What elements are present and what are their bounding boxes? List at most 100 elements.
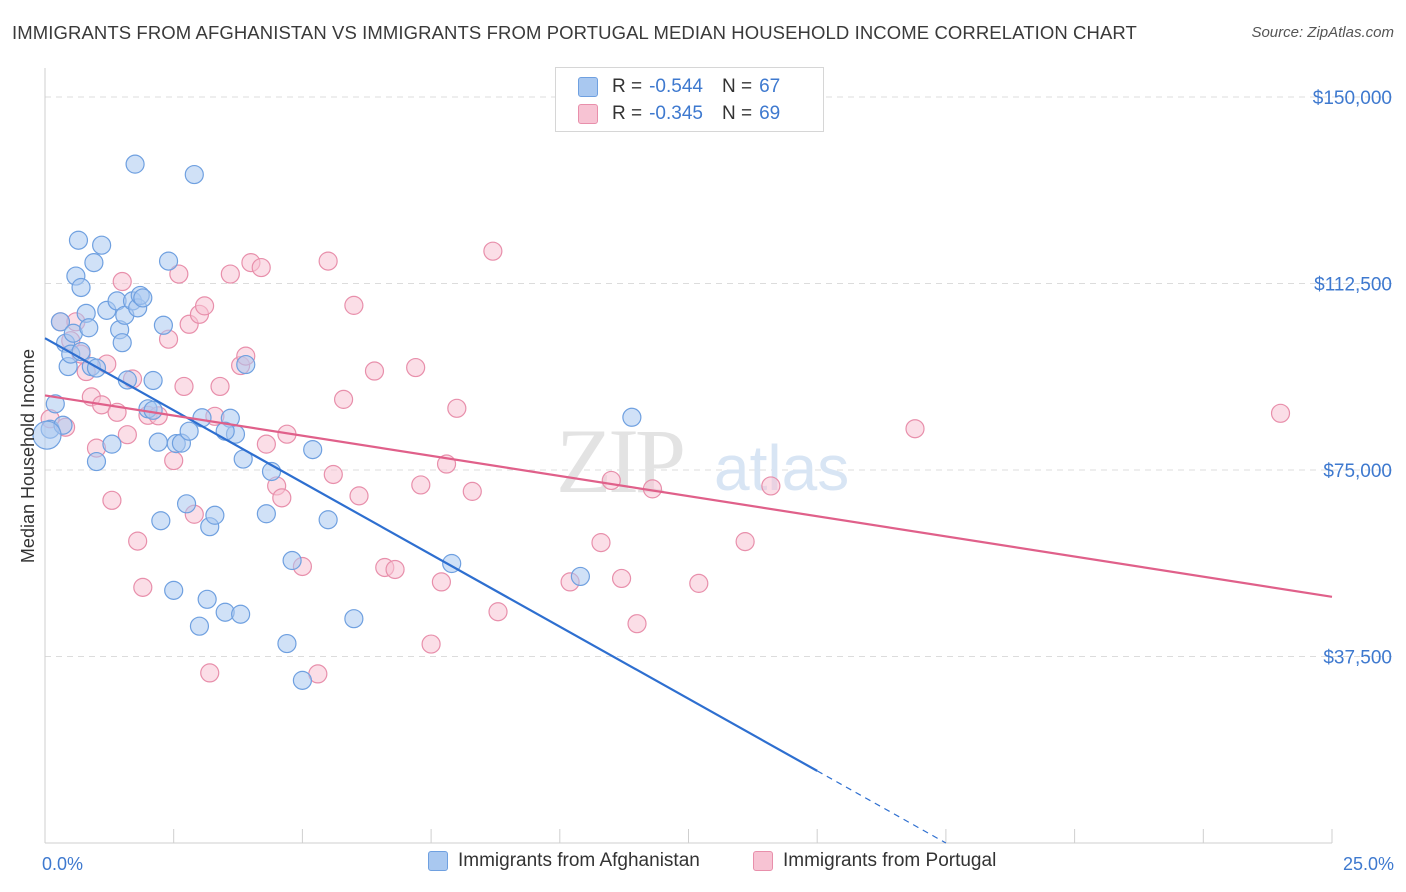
data-point-portugal <box>905 419 925 439</box>
data-point-afghanistan <box>192 408 212 428</box>
data-point-portugal <box>133 577 153 597</box>
data-point-portugal <box>488 602 508 622</box>
trend-line-portugal <box>44 394 1333 598</box>
data-point-afghanistan <box>176 494 197 514</box>
legend-r-value: -0.345 <box>649 103 703 124</box>
data-point-portugal <box>483 241 503 261</box>
axes <box>44 68 1333 844</box>
data-point-portugal <box>169 264 189 284</box>
data-point-afghanistan <box>236 354 256 375</box>
source-credit: Source: ZipAtlas.com <box>1251 24 1394 41</box>
legend-r-label: R = <box>612 103 643 124</box>
data-point-portugal <box>364 361 385 381</box>
tick-labels: $37,500 $75,000 $112,500 $150,000 0.0% 25.0% <box>42 88 1394 874</box>
legend-swatch-portugal <box>578 104 598 124</box>
data-point-afghanistan <box>282 550 302 571</box>
data-point-portugal <box>200 663 220 683</box>
data-point-portugal <box>421 634 441 654</box>
data-point-portugal <box>333 389 354 409</box>
data-point-afghanistan <box>143 370 163 391</box>
data-point-afghanistan <box>189 616 210 636</box>
legend-n-label: N = <box>721 103 753 124</box>
data-point-portugal <box>251 257 271 278</box>
data-point-afghanistan <box>102 434 122 454</box>
data-point-portugal <box>462 481 482 501</box>
data-point-afghanistan <box>205 505 225 525</box>
data-point-portugal <box>591 533 611 553</box>
legend-r-value: -0.544 <box>649 76 703 97</box>
data-point-portugal <box>349 486 369 506</box>
series-legend: Immigrants from Afghanistan Immigrants f… <box>0 850 1406 880</box>
y-axis-label: Median Household Income <box>18 349 38 563</box>
data-point-afghanistan <box>231 604 251 624</box>
data-point-afghanistan <box>133 288 153 308</box>
data-point-afghanistan <box>32 420 62 450</box>
data-point-portugal <box>406 357 426 378</box>
x-tick-label-max: 25.0% <box>1343 854 1394 874</box>
data-point-afghanistan <box>158 251 179 271</box>
data-point-portugal <box>1270 403 1291 423</box>
data-point-portugal <box>761 476 781 496</box>
data-point-portugal <box>272 488 292 508</box>
series-afghanistan-points <box>32 154 642 690</box>
legend-item-afghanistan[interactable]: Immigrants from Afghanistan <box>428 850 700 872</box>
legend-label-afghanistan: Immigrants from Afghanistan <box>458 850 700 871</box>
data-point-afghanistan <box>45 394 65 414</box>
watermark: ZIP atlas <box>556 410 849 512</box>
x-tick-label-min: 0.0% <box>42 854 83 874</box>
data-point-portugal <box>447 398 467 418</box>
y-tick-label: $37,500 <box>1323 648 1392 669</box>
data-point-afghanistan <box>71 277 91 298</box>
legend-r-label: R = <box>612 76 643 97</box>
watermark-zip: ZIP <box>556 410 683 512</box>
data-point-afghanistan <box>344 609 364 629</box>
legend-swatch-portugal <box>753 851 773 871</box>
legend-swatch-afghanistan <box>578 77 598 97</box>
data-point-afghanistan <box>86 451 107 472</box>
trend-line-afghanistan <box>44 337 818 772</box>
data-point-portugal <box>411 475 431 495</box>
y-tick-label: $75,000 <box>1323 461 1392 482</box>
y-tick-label: $112,500 <box>1314 275 1392 296</box>
data-point-afghanistan <box>151 511 171 531</box>
data-point-afghanistan <box>318 510 338 530</box>
data-point-afghanistan <box>179 421 199 441</box>
data-point-portugal <box>102 490 122 510</box>
chart-title: IMMIGRANTS FROM AFGHANISTAN VS IMMIGRANT… <box>12 22 1137 43</box>
grid-lines <box>45 96 1392 657</box>
data-point-afghanistan <box>256 504 276 524</box>
data-point-portugal <box>117 425 137 445</box>
legend-n-value: 69 <box>759 103 781 124</box>
data-point-afghanistan <box>112 333 132 353</box>
trend-line-afghanistan-extension <box>816 770 947 844</box>
y-tick-label: $150,000 <box>1313 88 1392 109</box>
data-point-afghanistan <box>79 318 99 338</box>
data-point-afghanistan <box>570 566 590 587</box>
data-point-afghanistan <box>164 580 184 600</box>
data-point-afghanistan <box>292 670 312 690</box>
data-point-portugal <box>318 251 338 271</box>
data-point-portugal <box>128 531 148 551</box>
data-point-portugal <box>735 532 755 552</box>
legend-item-portugal[interactable]: Immigrants from Portugal <box>753 850 996 872</box>
data-point-afghanistan <box>92 235 112 255</box>
data-point-afghanistan <box>622 407 642 427</box>
legend-n-value: 67 <box>759 76 781 97</box>
data-point-portugal <box>164 450 184 471</box>
data-point-afghanistan <box>148 432 168 452</box>
data-point-portugal <box>344 295 364 315</box>
data-point-portugal <box>112 271 132 292</box>
watermark-atlas: atlas <box>714 432 849 504</box>
data-point-portugal <box>174 376 194 397</box>
legend-row-afghanistan: R = -0.544 N = 67 <box>578 73 780 101</box>
data-point-portugal <box>210 376 230 397</box>
data-point-afghanistan <box>68 230 89 250</box>
legend-n-label: N = <box>721 76 753 97</box>
data-point-portugal <box>256 434 276 454</box>
data-point-afghanistan <box>277 633 297 654</box>
legend-label-portugal: Immigrants from Portugal <box>783 850 997 871</box>
legend-row-portugal: R = -0.345 N = 69 <box>578 100 780 128</box>
data-point-afghanistan <box>197 589 217 609</box>
data-point-afghanistan <box>84 253 104 273</box>
data-point-portugal <box>220 264 240 284</box>
